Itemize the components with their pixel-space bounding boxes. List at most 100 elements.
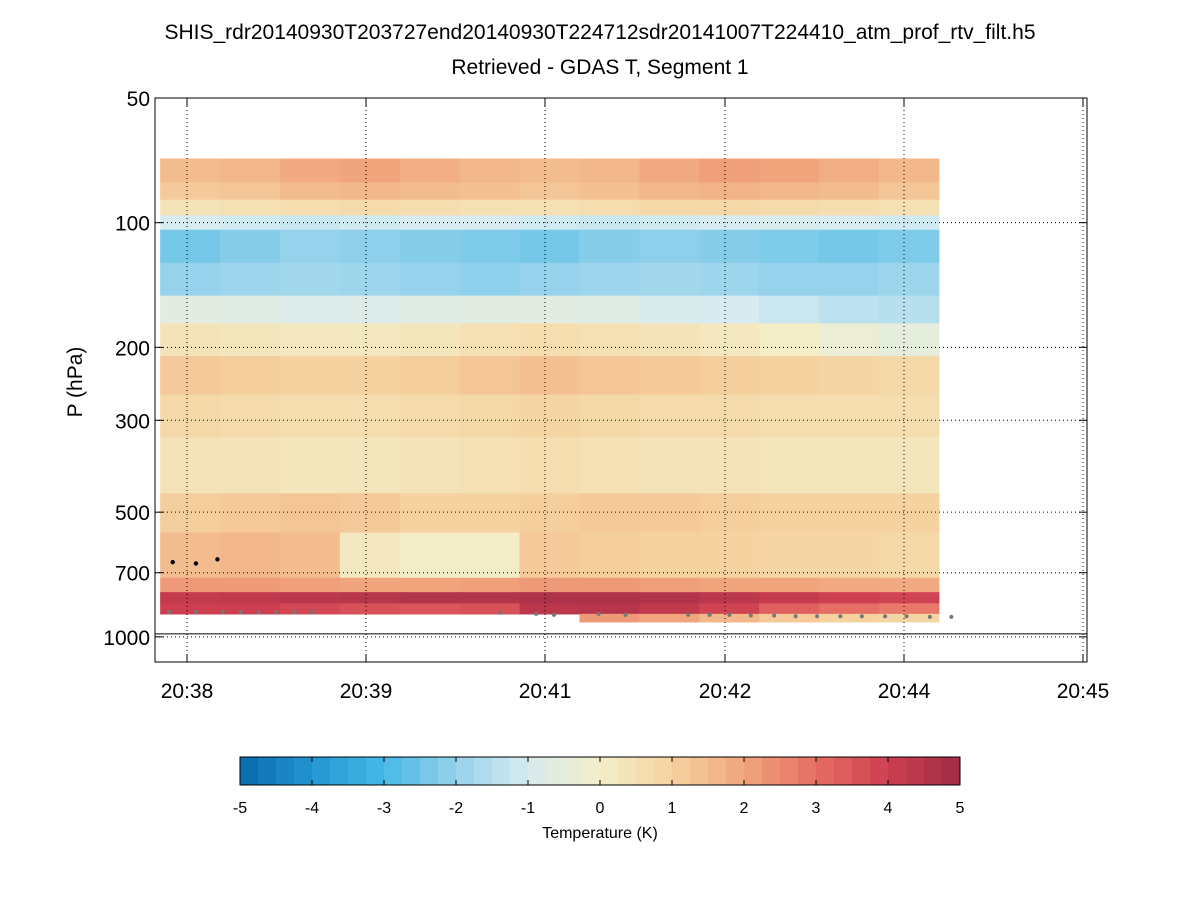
heatmap-cell xyxy=(579,394,640,439)
heatmap-cell xyxy=(759,356,820,396)
heatmap-cell xyxy=(579,592,640,604)
heatmap-cell xyxy=(399,356,461,396)
colorbar-tick-label: 3 xyxy=(812,800,821,817)
heatmap-cell xyxy=(459,603,521,615)
heatmap-cell xyxy=(279,493,341,534)
heatmap-cell xyxy=(399,295,461,324)
surface-marker xyxy=(859,614,864,619)
colorbar-tick-label: 0 xyxy=(596,800,605,817)
heatmap-cell xyxy=(279,592,341,604)
heatmap-cell xyxy=(160,182,221,201)
heatmap-cell xyxy=(339,356,401,396)
heatmap-cell xyxy=(220,577,281,593)
heatmap-cell xyxy=(699,613,760,623)
colorbar-tick-label: -1 xyxy=(521,800,535,817)
heatmap-cell xyxy=(819,394,880,439)
heatmap-cell xyxy=(220,437,281,494)
heatmap-cell xyxy=(878,323,940,357)
heatmap-cell xyxy=(819,199,880,216)
heatmap-cell xyxy=(519,437,581,494)
heatmap-cell xyxy=(878,603,940,615)
heatmap-cell xyxy=(519,262,581,297)
heatmap-cell xyxy=(279,394,341,439)
colorbar-segment xyxy=(348,757,367,785)
heatmap-cell xyxy=(519,215,581,231)
colorbar-segment xyxy=(456,757,475,785)
heatmap-cell xyxy=(699,356,760,396)
heatmap-cell xyxy=(759,182,820,201)
heatmap-cell xyxy=(699,229,760,264)
colorbar-segment xyxy=(924,757,943,785)
heatmap-cell xyxy=(459,394,521,439)
colorbar-segment xyxy=(744,757,763,785)
colorbar-tick-label: 5 xyxy=(956,800,965,817)
heatmap-cell xyxy=(160,199,221,216)
colorbar-tick-label: -5 xyxy=(233,800,247,817)
heatmap-cell xyxy=(639,199,700,216)
heatmap-cell xyxy=(399,182,461,201)
heatmap-cell xyxy=(699,262,760,297)
heatmap-cell xyxy=(639,437,700,494)
heatmap-cell xyxy=(759,613,820,623)
heatmap-cell xyxy=(878,295,940,324)
surface-marker xyxy=(498,610,503,615)
heatmap-cell xyxy=(699,295,760,324)
heatmap-cell xyxy=(339,394,401,439)
heatmap-cell xyxy=(220,182,281,201)
heatmap-cell xyxy=(819,603,880,615)
colorbar-segment xyxy=(672,757,691,785)
heatmap-cell xyxy=(279,158,341,184)
surface-marker xyxy=(686,612,691,617)
heatmap-cell xyxy=(220,199,281,216)
cloud-top-marker xyxy=(170,559,175,565)
heatmap-cell xyxy=(399,592,461,604)
heatmap-cell xyxy=(160,229,221,264)
heatmap-cell xyxy=(399,493,461,534)
heatmap-cell xyxy=(878,613,940,623)
heatmap-cell xyxy=(699,158,760,184)
heatmap-cell xyxy=(819,323,880,357)
heatmap-cell xyxy=(878,592,940,604)
heatmap-cell xyxy=(579,158,640,184)
heatmap-cell xyxy=(459,229,521,264)
y-tick-label: 500 xyxy=(115,502,150,525)
heatmap-cell xyxy=(819,182,880,201)
heatmap-cell xyxy=(759,323,820,357)
y-tick-label: 200 xyxy=(115,337,150,360)
heatmap-cell xyxy=(699,592,760,604)
heatmap-cell xyxy=(459,493,521,534)
heatmap-cell xyxy=(459,199,521,216)
heatmap-cell xyxy=(220,356,281,396)
heatmap-cell xyxy=(759,199,820,216)
heatmap-cell xyxy=(519,603,581,615)
heatmap-cell xyxy=(579,262,640,297)
surface-marker xyxy=(772,613,777,618)
heatmap-cell xyxy=(459,215,521,231)
heatmap-cell xyxy=(220,323,281,357)
heatmap-cell xyxy=(220,262,281,297)
heatmap-cell xyxy=(279,603,341,615)
heatmap-cell xyxy=(519,532,581,579)
colorbar-segment xyxy=(564,757,583,785)
heatmap-cell xyxy=(459,262,521,297)
surface-marker xyxy=(238,610,243,615)
heatmap-cell xyxy=(639,158,700,184)
heatmap-cell xyxy=(819,356,880,396)
y-axis-label: P (hPa) xyxy=(64,347,87,418)
colorbar-segment xyxy=(402,757,421,785)
heatmap-cell xyxy=(579,577,640,593)
heatmap-cell xyxy=(579,437,640,494)
surface-marker xyxy=(292,610,297,615)
heatmap-cell xyxy=(220,158,281,184)
heatmap-cell xyxy=(279,229,341,264)
heatmap-cell xyxy=(220,394,281,439)
heatmap-cell xyxy=(160,158,221,184)
colorbar-segment xyxy=(816,757,835,785)
heatmap-cell xyxy=(160,532,221,579)
heatmap-cell xyxy=(160,592,221,604)
heatmap-cell xyxy=(399,323,461,357)
heatmap-cell xyxy=(279,356,341,396)
colorbar-segment xyxy=(798,757,817,785)
y-tick-label: 50 xyxy=(127,88,150,111)
